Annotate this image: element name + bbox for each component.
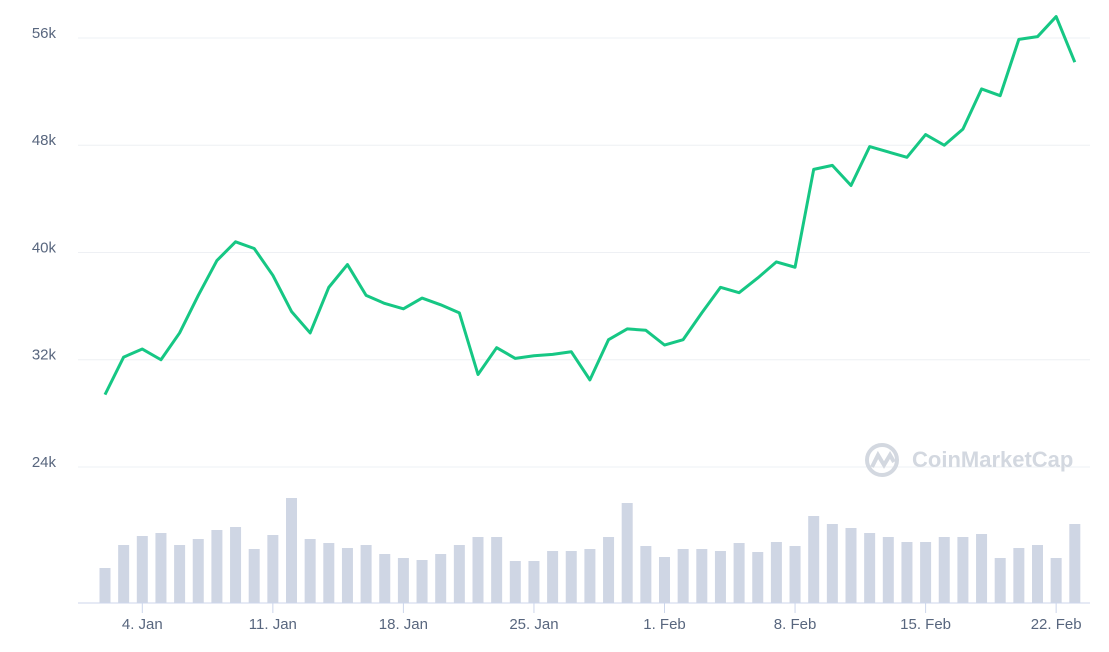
volume-bar: [192, 539, 204, 603]
volume-bar: [882, 537, 894, 603]
volume-bar: [286, 498, 297, 603]
volume-bar: [789, 546, 801, 603]
volume-bar: [659, 557, 670, 603]
volume-bar: [416, 560, 428, 603]
volume-bar: [248, 549, 260, 603]
watermark-logo: [865, 443, 899, 477]
x-tick-label: 18. Jan: [379, 616, 428, 633]
volume-bar: [547, 551, 559, 603]
volume-bar: [621, 503, 633, 603]
volume-bar: [976, 534, 988, 603]
volume-bar: [155, 533, 167, 603]
volume-bar: [118, 545, 130, 603]
volume-bar: [509, 561, 521, 603]
volume-bar: [341, 548, 353, 603]
volume-bar: [938, 537, 950, 603]
volume-bar: [99, 568, 111, 603]
volume-bar: [267, 535, 279, 603]
volume-bar: [453, 545, 465, 603]
volume-bar: [397, 558, 409, 603]
volume-bar: [864, 533, 876, 603]
volume-bar: [323, 543, 335, 603]
volume-bar: [491, 537, 503, 603]
volume-bar: [565, 551, 577, 603]
x-tick-label: 11. Jan: [249, 616, 297, 633]
volume-bar: [211, 530, 223, 603]
volume-bar: [677, 549, 689, 603]
volume-bar: [360, 545, 372, 603]
volume-bar: [435, 554, 447, 603]
volume-bar: [136, 536, 148, 603]
x-tick-label: 1. Feb: [643, 616, 686, 633]
volume-bar: [752, 552, 764, 603]
volume-bar: [845, 528, 857, 603]
volume-bar: [770, 542, 782, 603]
volume-bar: [1069, 524, 1081, 603]
x-tick-label: 22. Feb: [1031, 616, 1082, 633]
y-tick-label: 24k: [32, 454, 57, 471]
y-tick-label: 56k: [32, 25, 57, 42]
y-tick-label: 32k: [32, 347, 57, 364]
volume-bar: [901, 542, 913, 603]
x-tick-label: 4. Jan: [122, 616, 163, 633]
volume-bar: [304, 539, 316, 603]
volume-bar: [640, 546, 652, 603]
volume-bar: [1050, 558, 1062, 603]
volume-bar: [994, 558, 1006, 603]
plot: 24k 32k 40k 48k 56k 4. Jan 11. Jan 18. Jan 25. J…: [32, 15, 1090, 633]
x-tick-label: 8. Feb: [774, 616, 817, 633]
y-tick-label: 48k: [32, 132, 57, 149]
x-tick-label: 15. Feb: [900, 616, 951, 633]
y-tick-label: 40k: [32, 239, 57, 256]
volume-bar: [1013, 548, 1025, 603]
watermark: CoinMarketCap: [912, 447, 1073, 472]
volume-bar: [808, 516, 820, 603]
volume-bar: [696, 549, 708, 603]
volume-bar: [603, 537, 615, 603]
volume-bar: [528, 561, 540, 603]
x-tick-label: 25. Jan: [509, 616, 558, 633]
volume-bar: [826, 524, 838, 603]
volume-bar: [584, 549, 596, 603]
volume-bar: [174, 545, 186, 603]
volume-bar: [1032, 545, 1043, 603]
volume-bar: [472, 537, 484, 603]
volume-bar: [714, 551, 726, 603]
volume-bar: [733, 543, 745, 603]
volume-bar: [230, 527, 242, 603]
volume-bar: [957, 537, 969, 603]
volume-bar: [920, 542, 932, 603]
price-line: [103, 15, 1077, 396]
volume-bar: [379, 554, 391, 603]
